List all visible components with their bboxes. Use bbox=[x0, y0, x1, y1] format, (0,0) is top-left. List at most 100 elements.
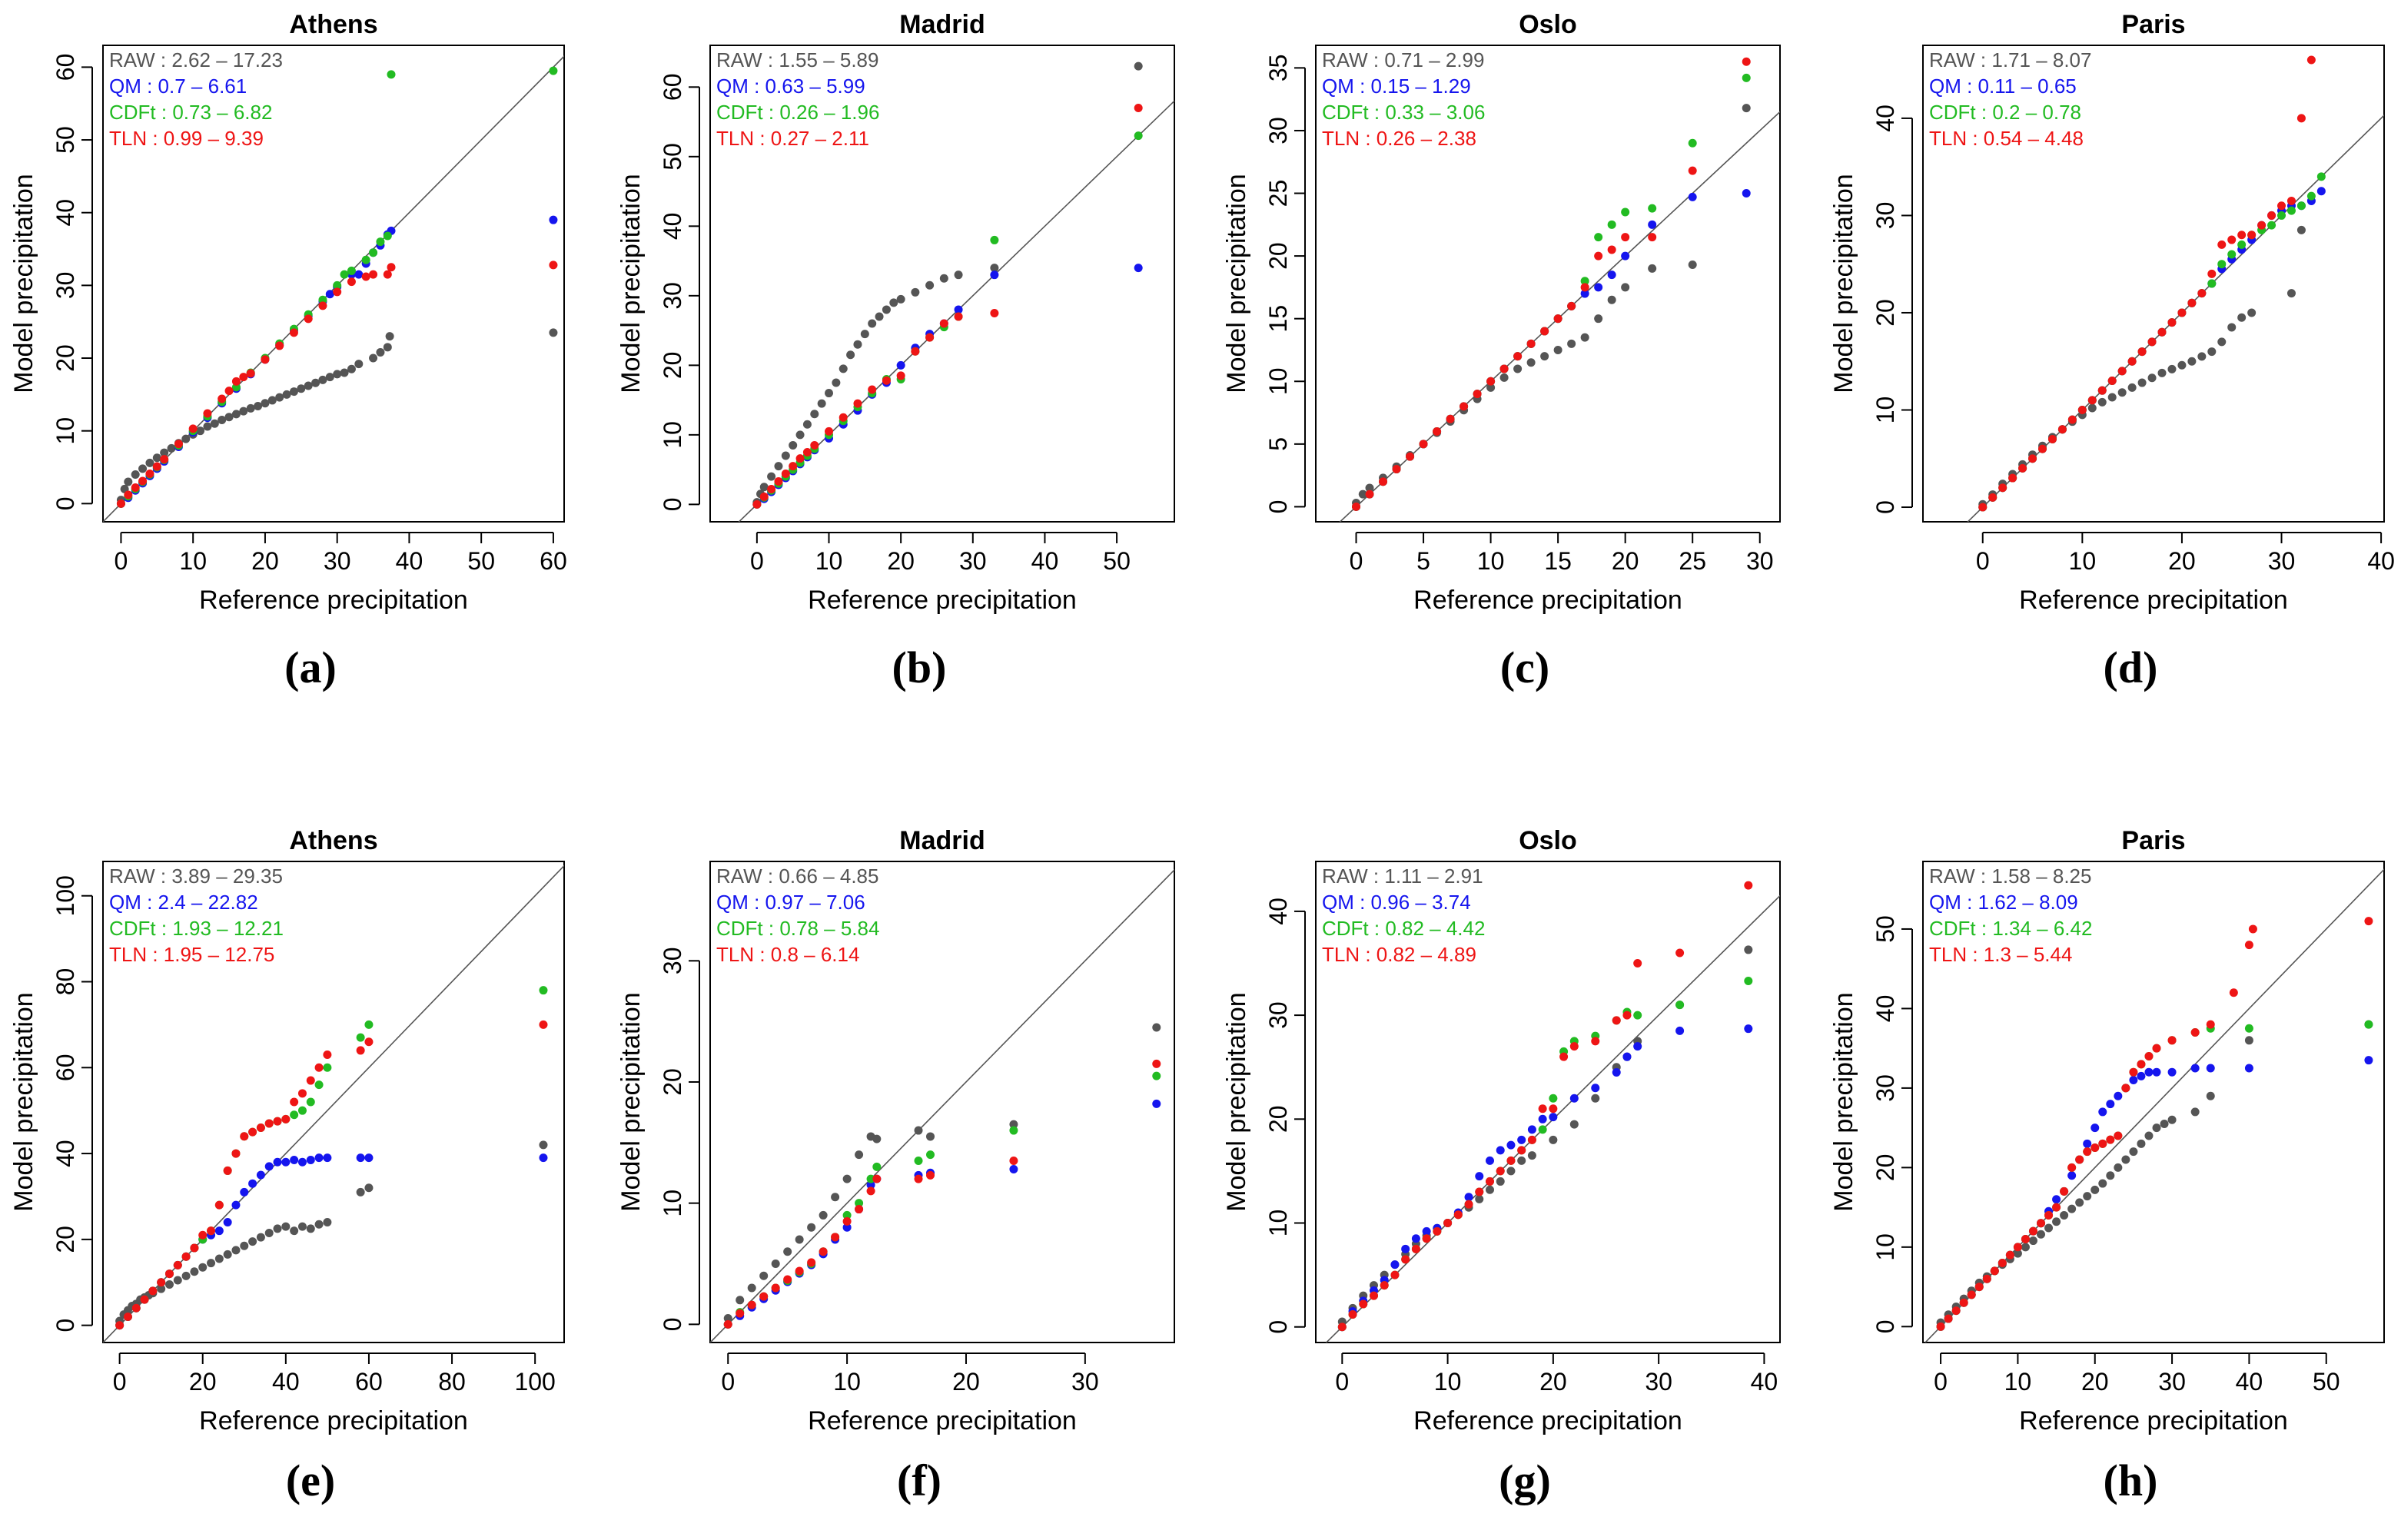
data-point-raw bbox=[275, 393, 284, 402]
data-point-qm bbox=[325, 290, 334, 299]
data-point-cdft bbox=[2237, 240, 2247, 249]
legend-entry-raw: RAW : 1.71 – 8.07 bbox=[1929, 48, 2091, 71]
y-axis-label: Model precipitation bbox=[616, 992, 646, 1211]
y-tick-label: 0 bbox=[1264, 1320, 1292, 1334]
legend-entry-cdft: CDFt : 0.73 – 6.82 bbox=[109, 101, 272, 124]
x-tick-label: 80 bbox=[438, 1368, 466, 1396]
legend-entry-qm: QM : 0.97 – 7.06 bbox=[716, 891, 865, 914]
y-tick-label: 0 bbox=[659, 1317, 686, 1331]
data-point-qm bbox=[314, 1153, 324, 1163]
data-point-tln bbox=[2107, 377, 2117, 386]
data-point-tln bbox=[174, 440, 183, 449]
data-point-qm bbox=[1411, 1234, 1420, 1243]
data-point-qm bbox=[1612, 1067, 1621, 1077]
y-tick-label: 10 bbox=[1264, 1210, 1292, 1237]
y-tick-label: 40 bbox=[51, 1140, 79, 1167]
y-tick-label: 30 bbox=[1871, 202, 1899, 230]
data-point-qm bbox=[1496, 1146, 1505, 1155]
data-point-raw bbox=[164, 1280, 174, 1289]
data-point-tln bbox=[1688, 166, 1697, 175]
data-point-raw bbox=[807, 1223, 816, 1232]
data-point-tln bbox=[1612, 1016, 1621, 1025]
legend-entry-qm: QM : 2.4 – 22.82 bbox=[109, 891, 258, 914]
legend-entry-tln: TLN : 0.54 – 4.48 bbox=[1929, 127, 2084, 150]
data-point-tln bbox=[771, 1283, 780, 1293]
data-point-tln bbox=[364, 1037, 374, 1047]
data-point-tln bbox=[2167, 1036, 2177, 1045]
data-point-cdft bbox=[376, 237, 385, 247]
data-point-tln bbox=[2044, 1210, 2054, 1220]
data-point-cdft bbox=[1675, 1001, 1685, 1010]
data-point-tln bbox=[231, 1149, 241, 1158]
data-point-raw bbox=[896, 294, 905, 304]
data-point-tln bbox=[1359, 1299, 1368, 1309]
data-point-cdft bbox=[1688, 138, 1697, 148]
data-point-tln bbox=[882, 376, 891, 385]
y-tick-label: 30 bbox=[659, 948, 686, 975]
data-point-raw bbox=[297, 384, 306, 393]
data-point-qm bbox=[1580, 289, 1589, 298]
data-point-tln bbox=[896, 371, 905, 380]
data-point-raw bbox=[736, 1296, 745, 1305]
data-point-raw bbox=[882, 305, 891, 314]
x-tick-label: 20 bbox=[1539, 1368, 1567, 1396]
data-point-cdft bbox=[364, 1020, 374, 1029]
subfigure-label: (h) bbox=[2104, 1455, 2158, 1505]
data-point-tln bbox=[1513, 352, 1523, 361]
data-point-raw bbox=[954, 270, 963, 280]
legend-entry-raw: RAW : 3.89 – 29.35 bbox=[109, 865, 283, 888]
data-point-tln bbox=[231, 377, 241, 386]
data-point-tln bbox=[1499, 364, 1509, 373]
y-tick-label: 20 bbox=[1264, 242, 1292, 270]
data-point-raw bbox=[273, 1224, 282, 1233]
data-point-tln bbox=[1559, 1052, 1569, 1061]
data-point-raw bbox=[354, 360, 364, 369]
panel-h: Paris 0 10 20 30 40 50 0 10 20 30 40 50 Reference pre… bbox=[1829, 826, 2385, 1505]
data-point-tln bbox=[248, 1127, 257, 1137]
data-point-raw bbox=[1009, 1120, 1018, 1129]
data-point-raw bbox=[207, 1259, 216, 1268]
x-axis-label: Reference precipitation bbox=[1413, 1406, 1682, 1435]
data-point-raw bbox=[356, 1187, 365, 1196]
data-point-qm bbox=[1742, 189, 1751, 198]
data-point-raw bbox=[810, 410, 819, 419]
data-point-raw bbox=[160, 448, 169, 457]
data-point-qm bbox=[1517, 1135, 1526, 1144]
data-point-tln bbox=[831, 1233, 840, 1242]
data-point-raw bbox=[2177, 360, 2187, 370]
data-point-cdft bbox=[2364, 1020, 2373, 1029]
data-point-qm bbox=[1675, 1026, 1685, 1035]
data-point-tln bbox=[361, 272, 370, 281]
data-point-tln bbox=[1517, 1146, 1526, 1155]
data-point-raw bbox=[831, 1193, 840, 1202]
data-point-qm bbox=[1390, 1260, 1400, 1270]
data-point-tln bbox=[1337, 1323, 1347, 1332]
data-point-tln bbox=[2227, 235, 2237, 244]
data-point-tln bbox=[810, 440, 819, 450]
legend-entry-raw: RAW : 0.66 – 4.85 bbox=[716, 865, 878, 888]
data-point-qm bbox=[866, 1180, 875, 1190]
data-point-cdft bbox=[2286, 206, 2296, 215]
x-tick-label: 30 bbox=[324, 547, 351, 575]
data-point-cdft bbox=[323, 1063, 332, 1072]
data-point-qm bbox=[539, 1153, 548, 1163]
x-tick-label: 15 bbox=[1544, 547, 1572, 575]
data-point-raw bbox=[2117, 388, 2127, 397]
data-point-raw bbox=[767, 472, 776, 481]
data-point-raw bbox=[1499, 373, 1509, 382]
x-tick-label: 20 bbox=[2081, 1368, 2109, 1396]
data-point-raw bbox=[297, 1222, 307, 1231]
data-point-tln bbox=[1998, 483, 2007, 493]
data-point-tln bbox=[1370, 1291, 1378, 1300]
data-point-tln bbox=[752, 500, 762, 509]
data-point-raw bbox=[246, 403, 255, 413]
data-point-raw bbox=[385, 332, 394, 341]
series-tln bbox=[116, 261, 558, 508]
data-point-tln bbox=[807, 1258, 816, 1267]
data-point-raw bbox=[2114, 1163, 2123, 1172]
data-point-raw bbox=[224, 413, 234, 422]
data-point-raw bbox=[1365, 483, 1374, 493]
x-axis-label: Reference precipitation bbox=[1413, 586, 1682, 615]
data-point-tln bbox=[152, 462, 161, 471]
data-point-tln bbox=[2097, 386, 2107, 395]
